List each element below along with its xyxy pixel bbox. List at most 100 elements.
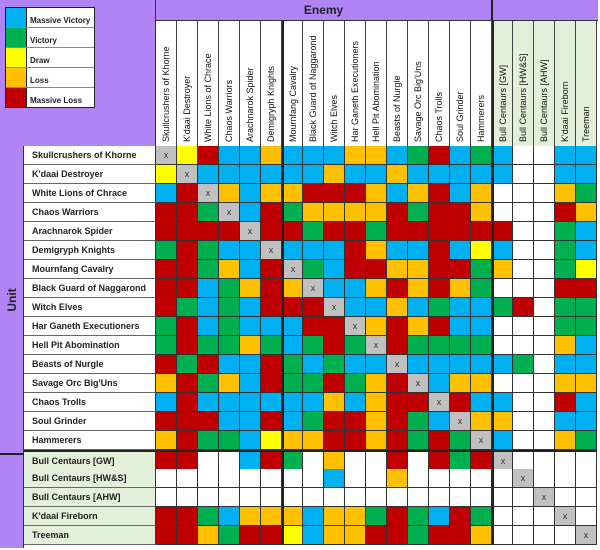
self-match-cell: x: [513, 469, 534, 488]
table-row: White Lions of Chrace x: [24, 184, 597, 203]
matchup-cell: [450, 374, 471, 393]
matchup-cell: [282, 279, 303, 298]
column-header-label: Mournfang Cavalry: [288, 65, 298, 142]
matchup-cell: [513, 165, 534, 184]
matchup-cell: [366, 317, 387, 336]
column-header: Treeman: [576, 21, 597, 146]
matchup-cell: [345, 469, 366, 488]
matchup-cell: [198, 393, 219, 412]
matchup-cell: [555, 526, 576, 545]
matchup-cell: [492, 260, 513, 279]
matchup-cell: [513, 488, 534, 507]
matchup-cell: [303, 184, 324, 203]
matchup-cell: [450, 526, 471, 545]
matchup-cell: [366, 203, 387, 222]
table-row: Hell Pit Abomination x: [24, 336, 597, 355]
matchup-cell: [576, 241, 597, 260]
row-label: Bull Centaurs [HW&S]: [24, 469, 156, 488]
column-header-label: Hell Pit Abomination: [371, 61, 381, 142]
matchup-cell: [261, 165, 282, 184]
matchup-cell: [429, 279, 450, 298]
matchup-cell: [492, 241, 513, 260]
matchup-cell: [198, 222, 219, 241]
matchup-cell: [240, 393, 261, 412]
matchup-cell: [303, 241, 324, 260]
matchup-cell: [345, 507, 366, 526]
matchup-cell: [324, 374, 345, 393]
table-row: Bull Centaurs [GW] x: [24, 450, 597, 471]
matchup-cell: [156, 469, 177, 488]
matchup-cell: [471, 279, 492, 298]
matchup-cell: [240, 184, 261, 203]
matchup-cell: [345, 488, 366, 507]
matchup-cell: [303, 355, 324, 374]
matchup-cell: [576, 184, 597, 203]
matchup-cell: [345, 374, 366, 393]
column-header-label: Bull Centaurs [AHW]: [539, 59, 549, 142]
matchup-cell: [261, 412, 282, 431]
row-label: Demigryph Knights: [24, 241, 156, 260]
matchup-cell: [282, 165, 303, 184]
matchup-cell: [450, 260, 471, 279]
matchup-cell: [555, 241, 576, 260]
table-row: Chaos Trolls x: [24, 393, 597, 412]
matchup-cell: [219, 412, 240, 431]
matchup-cell: [198, 165, 219, 184]
matchup-cell: [198, 374, 219, 393]
row-label: Treeman: [24, 526, 156, 545]
column-header-label: Savage Orc Big'Uns: [413, 61, 423, 142]
table-row: Skullcrushers of Khorne x: [24, 146, 597, 165]
matchup-cell: [156, 431, 177, 450]
matchup-cell: [219, 317, 240, 336]
column-header-label: Arachnarok Spider: [245, 67, 255, 142]
matchup-cell: [576, 317, 597, 336]
matchup-cell: [345, 393, 366, 412]
matchup-cell: [282, 317, 303, 336]
matchup-cell: [534, 165, 555, 184]
matchup-cell: [471, 184, 492, 203]
matchup-cell: [324, 488, 345, 507]
self-match-cell: x: [324, 298, 345, 317]
table-row: Arachnarok Spider x: [24, 222, 597, 241]
matchup-cell: [408, 412, 429, 431]
unit-side-label: Unit: [0, 146, 24, 453]
matchup-cell: [156, 165, 177, 184]
matchup-cell: [534, 279, 555, 298]
matchup-cell: [450, 336, 471, 355]
matchup-cell: [576, 469, 597, 488]
matchup-cell: [303, 507, 324, 526]
matchup-cell: [219, 184, 240, 203]
matchup-grid: Skullcrushers of Khorne x K'daai Destroyer…: [24, 146, 597, 545]
row-label: Beasts of Nurgle: [24, 355, 156, 374]
legend-item: Massive Loss: [6, 88, 94, 107]
matchup-cell: [282, 222, 303, 241]
matchup-cell: [555, 184, 576, 203]
matchup-cell: [198, 469, 219, 488]
matchup-cell: [387, 374, 408, 393]
column-header-label: Beasts of Nurgle: [392, 75, 402, 142]
matchup-cell: [513, 393, 534, 412]
matchup-cell: [240, 355, 261, 374]
matchup-cell: [240, 507, 261, 526]
matchup-cell: [492, 146, 513, 165]
matchup-cell: [198, 431, 219, 450]
matchup-cell: [198, 336, 219, 355]
matchup-cell: [429, 184, 450, 203]
matchup-cell: [240, 526, 261, 545]
matchup-cell: [408, 184, 429, 203]
matchup-cell: [198, 298, 219, 317]
matchup-cell: [471, 374, 492, 393]
table-row: Har Ganeth Executioners x: [24, 317, 597, 336]
matchup-cell: [450, 279, 471, 298]
matchup-cell: [534, 469, 555, 488]
matchup-cell: [198, 526, 219, 545]
matchup-cell: [177, 507, 198, 526]
column-header: Bull Centaurs [HW&S]: [513, 21, 534, 146]
matchup-cell: [240, 165, 261, 184]
table-row: K'daai Destroyer x: [24, 165, 597, 184]
matchup-cell: [219, 469, 240, 488]
matchup-cell: [555, 146, 576, 165]
matchup-cell: [282, 298, 303, 317]
matchup-cell: [198, 203, 219, 222]
enemy-label: Enemy: [156, 0, 493, 20]
